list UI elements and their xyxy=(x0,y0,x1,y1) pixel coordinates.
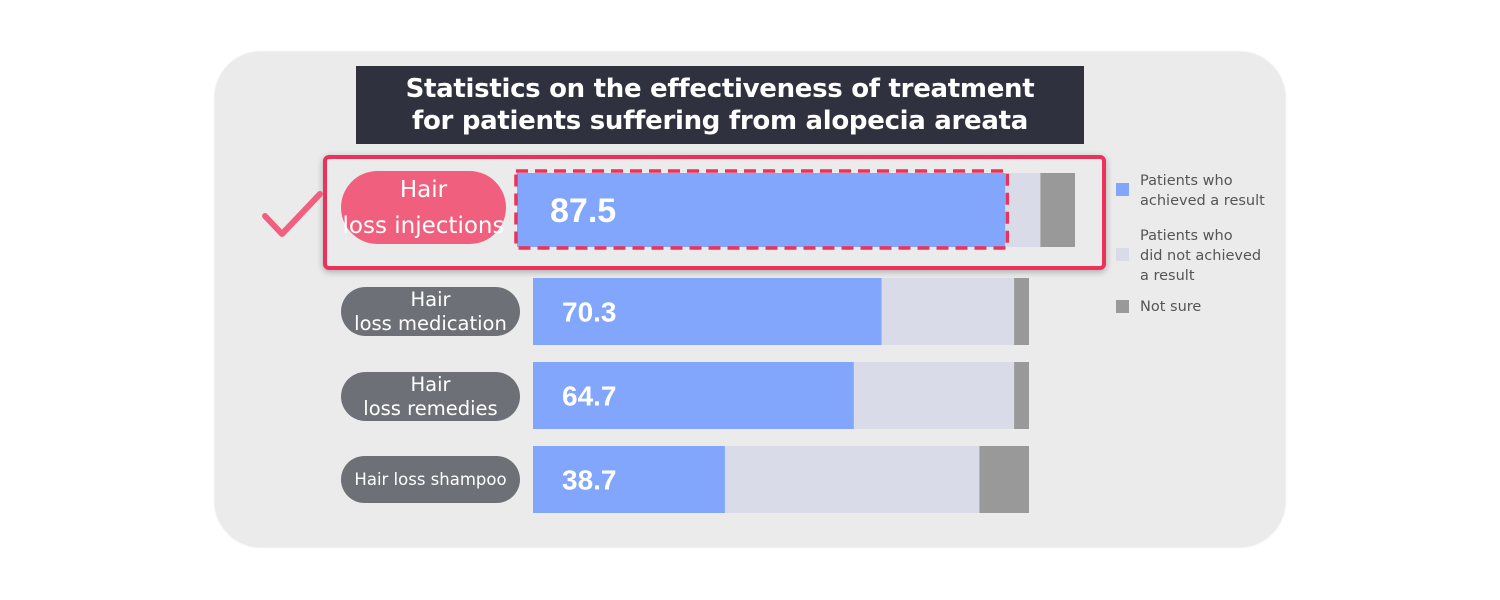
chart-title-line-1: Statistics on the effectiveness of treat… xyxy=(405,74,1035,104)
bar-segment xyxy=(853,362,1015,429)
bar-segment xyxy=(1014,278,1029,345)
bar-value-label: 38.7 xyxy=(562,465,617,496)
bar-value-label: 64.7 xyxy=(562,381,617,412)
chart-title-line-2: for patients suffering from alopecia are… xyxy=(411,106,1029,136)
category-label-line: Hair xyxy=(399,176,448,203)
category-label-line: Hair xyxy=(410,287,451,311)
chart-title: Statistics on the effectiveness of treat… xyxy=(356,66,1084,144)
category-label: Hair loss injections xyxy=(341,171,506,244)
legend-line: Patients who xyxy=(1140,228,1233,244)
legend-swatch-achieved xyxy=(1116,183,1129,196)
bar-segment xyxy=(881,278,1015,345)
bar-segment xyxy=(533,446,725,513)
bar-value-label: 70.3 xyxy=(562,297,617,328)
category-label: Hair loss medication xyxy=(341,287,520,336)
category-label: Hair loss remedies xyxy=(341,372,520,421)
checkmark-icon xyxy=(262,191,323,237)
bar-segment xyxy=(517,173,1006,247)
legend-swatch-not-sure xyxy=(1116,300,1129,313)
bar-segment xyxy=(533,278,882,345)
legend-line: Patients who xyxy=(1140,173,1233,189)
bar-segment xyxy=(1040,173,1075,247)
legend-line: achieved a result xyxy=(1140,193,1265,209)
legend-text-not-achieved: Patients who did not achieved a result xyxy=(1140,226,1290,286)
category-label: Hair loss shampoo xyxy=(341,456,520,503)
legend-line: Not sure xyxy=(1140,299,1202,315)
category-label-line: loss remedies xyxy=(363,396,498,420)
legend-text-achieved: Patients who achieved a result xyxy=(1140,171,1290,211)
legend-text-not-sure: Not sure xyxy=(1140,297,1290,317)
bar-segment xyxy=(724,446,980,513)
bar-value-label: 87.5 xyxy=(550,192,616,230)
bar-segment xyxy=(1014,362,1029,429)
category-label-line: Hair xyxy=(410,372,451,396)
category-label-line: loss medication xyxy=(354,311,507,335)
category-label-line: Hair loss shampoo xyxy=(354,469,507,489)
legend-line: did not achieved xyxy=(1140,248,1262,264)
bar-segment xyxy=(979,446,1029,513)
category-label-line: loss injections xyxy=(342,212,505,239)
bar-segment xyxy=(533,362,854,429)
legend-line: a result xyxy=(1140,268,1195,284)
bar-segment xyxy=(1005,173,1041,247)
legend-swatch-not-achieved xyxy=(1116,248,1129,261)
